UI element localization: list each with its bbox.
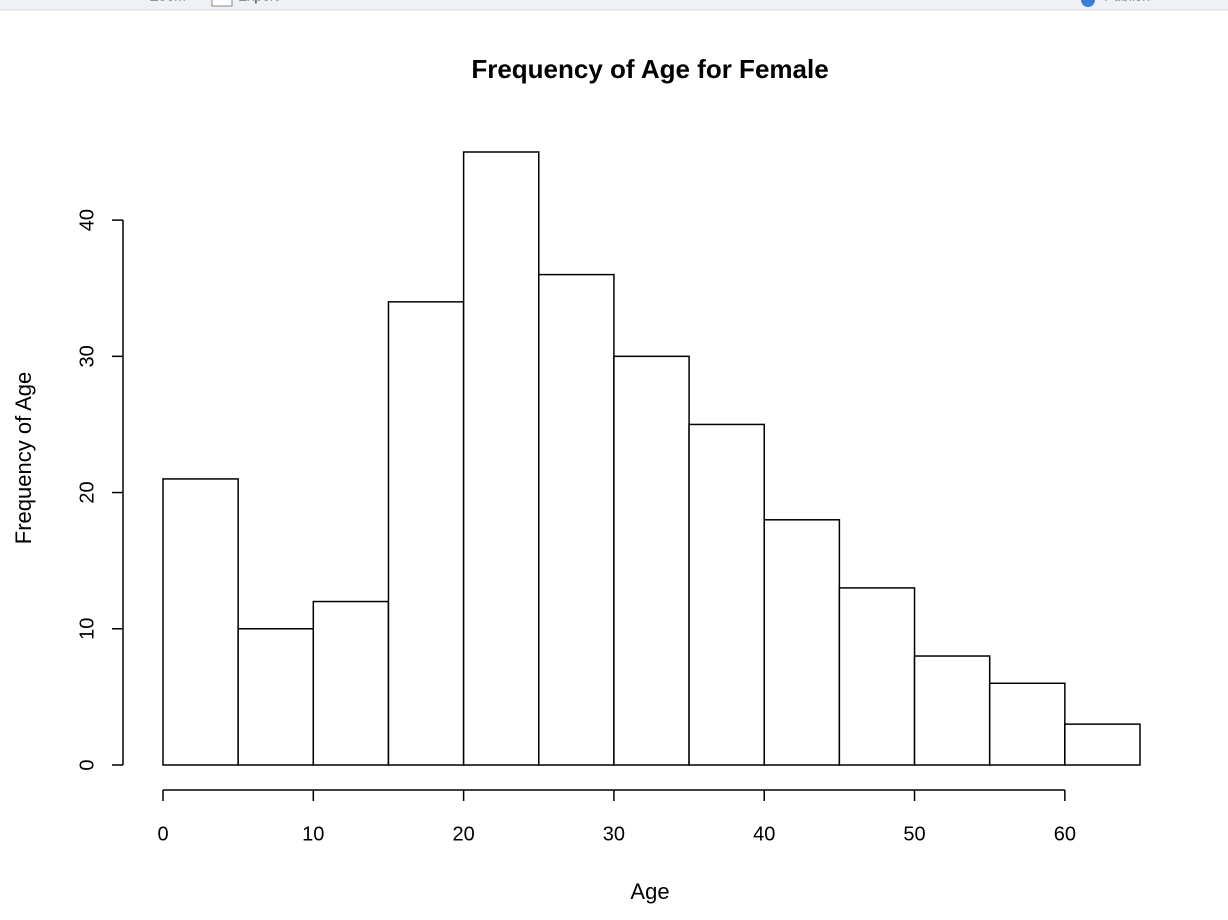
bar <box>1064 723 1141 766</box>
x-axis-label: Age <box>630 879 669 904</box>
bar <box>462 151 540 766</box>
bar <box>538 273 615 766</box>
bar <box>387 301 465 766</box>
chart-title: Frequency of Age for Female <box>471 54 828 84</box>
y-tick-label: 0 <box>76 759 98 770</box>
y-tick-label: 10 <box>76 618 98 640</box>
bar <box>988 682 1066 766</box>
y-tick-label: 30 <box>76 345 98 367</box>
x-tick-label: 50 <box>903 823 925 845</box>
export-button[interactable]: Export <box>238 0 279 4</box>
publish-button[interactable]: Publish <box>1104 0 1150 4</box>
export-icon <box>211 0 233 7</box>
y-tick-label: 20 <box>76 481 98 503</box>
bar <box>312 600 390 766</box>
bar <box>613 355 690 766</box>
x-tick-label: 20 <box>452 823 474 845</box>
y-axis-label: Frequency of Age <box>11 372 36 544</box>
x-tick-label: 0 <box>157 823 168 845</box>
x-tick-label: 10 <box>302 823 324 845</box>
x-tick-label: 60 <box>1054 823 1076 845</box>
x-tick-label: 30 <box>603 823 625 845</box>
x-tick-label: 40 <box>753 823 775 845</box>
bar <box>838 587 916 766</box>
publish-icon <box>1081 0 1095 7</box>
bar <box>237 628 315 766</box>
toolbar <box>0 0 1228 10</box>
zoom-button[interactable]: Zoom <box>150 0 186 4</box>
y-tick-label: 40 <box>76 209 98 231</box>
bar <box>913 655 991 766</box>
bar <box>763 519 841 766</box>
bar <box>162 478 239 766</box>
bar <box>688 423 765 766</box>
